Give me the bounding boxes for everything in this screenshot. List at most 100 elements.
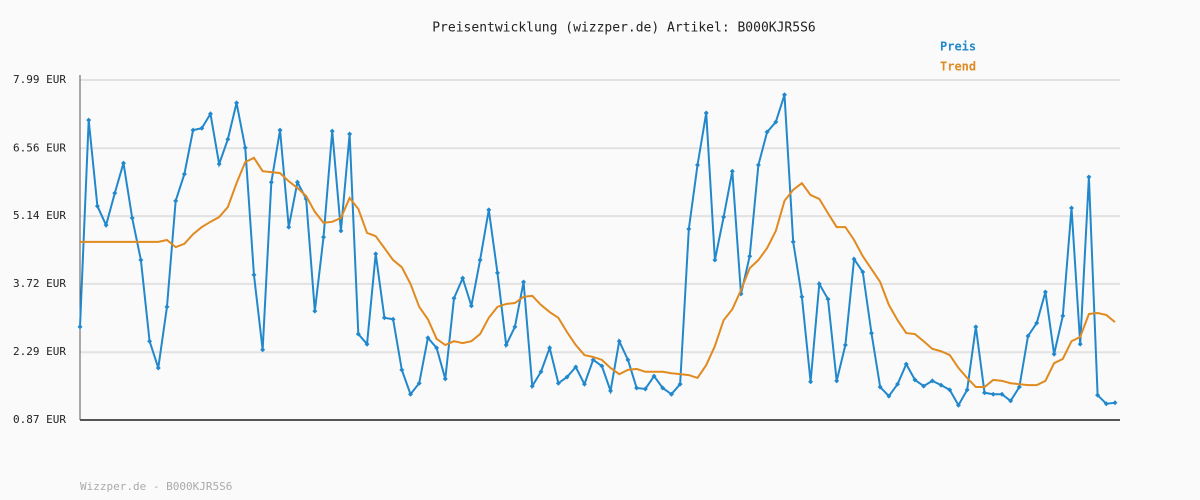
- point-marker: [695, 162, 701, 168]
- point-marker: [895, 381, 901, 387]
- y-tick-label: 5.14 EUR: [13, 209, 66, 222]
- point-marker: [616, 338, 622, 344]
- point-marker: [1077, 341, 1083, 347]
- point-marker: [216, 161, 222, 167]
- point-marker: [808, 379, 814, 385]
- point-marker: [312, 308, 318, 314]
- point-marker: [86, 117, 92, 123]
- point-marker: [642, 386, 648, 392]
- point-marker: [329, 128, 335, 134]
- point-marker: [608, 388, 614, 394]
- point-marker: [390, 316, 396, 322]
- point-marker: [494, 270, 500, 276]
- point-marker: [260, 347, 266, 353]
- point-marker: [921, 383, 927, 389]
- point-marker: [547, 345, 553, 351]
- legend-entry: Trend: [940, 60, 976, 74]
- point-marker: [529, 383, 535, 389]
- point-marker: [755, 162, 761, 168]
- y-tick-label: 7.99 EUR: [13, 73, 66, 86]
- y-tick-label: 6.56 EUR: [13, 141, 66, 154]
- point-marker: [947, 387, 953, 393]
- point-marker: [503, 342, 509, 348]
- point-marker: [155, 365, 161, 371]
- point-marker: [816, 281, 822, 287]
- series-line: [80, 156, 1116, 389]
- point-marker: [781, 92, 787, 98]
- point-marker: [147, 338, 153, 344]
- point-marker: [1069, 205, 1075, 211]
- point-marker: [938, 382, 944, 388]
- point-marker: [460, 275, 466, 281]
- point-marker: [703, 110, 709, 116]
- point-marker: [747, 253, 753, 259]
- legend-entry: Preis: [940, 40, 976, 54]
- point-marker: [973, 324, 979, 330]
- point-marker: [625, 357, 631, 363]
- point-marker: [877, 384, 883, 390]
- point-marker: [112, 190, 118, 196]
- point-marker: [790, 239, 796, 245]
- point-marker: [999, 391, 1005, 397]
- point-marker: [982, 390, 988, 396]
- y-tick-label: 2.29 EUR: [13, 345, 66, 358]
- point-marker: [564, 374, 570, 380]
- point-marker: [1086, 174, 1092, 180]
- point-marker: [242, 145, 248, 151]
- point-marker: [138, 257, 144, 263]
- point-marker: [164, 304, 170, 310]
- point-marker: [1060, 313, 1066, 319]
- point-marker: [225, 136, 231, 142]
- point-marker: [425, 335, 431, 341]
- point-marker: [538, 369, 544, 375]
- point-marker: [355, 331, 361, 337]
- point-marker: [686, 226, 692, 232]
- point-marker: [773, 119, 779, 125]
- point-marker: [955, 402, 961, 408]
- point-marker: [442, 376, 448, 382]
- point-marker: [190, 127, 196, 133]
- point-marker: [77, 324, 83, 330]
- point-marker: [651, 373, 657, 379]
- point-marker: [825, 296, 831, 302]
- point-marker: [851, 256, 857, 262]
- point-marker: [294, 179, 300, 185]
- point-marker: [477, 257, 483, 263]
- point-marker: [1103, 401, 1109, 407]
- point-marker: [1025, 333, 1031, 339]
- point-marker: [103, 222, 109, 228]
- point-marker: [338, 228, 344, 234]
- point-marker: [912, 377, 918, 383]
- point-marker: [181, 171, 187, 177]
- point-marker: [799, 294, 805, 300]
- point-marker: [868, 330, 874, 336]
- point-marker: [677, 381, 683, 387]
- point-marker: [834, 378, 840, 384]
- point-marker: [512, 324, 518, 330]
- point-marker: [634, 385, 640, 391]
- point-marker: [381, 315, 387, 321]
- point-marker: [573, 364, 579, 370]
- point-marker: [668, 391, 674, 397]
- point-marker: [581, 381, 587, 387]
- point-marker: [129, 215, 135, 221]
- point-marker: [842, 342, 848, 348]
- point-marker: [929, 378, 935, 384]
- point-marker: [590, 357, 596, 363]
- point-marker: [712, 257, 718, 263]
- point-marker: [521, 279, 527, 285]
- point-marker: [408, 391, 414, 397]
- y-tick-label: 0.87 EUR: [13, 413, 66, 426]
- point-marker: [1112, 400, 1118, 406]
- point-marker: [399, 367, 405, 373]
- point-marker: [660, 385, 666, 391]
- point-marker: [964, 387, 970, 393]
- point-marker: [1042, 289, 1048, 295]
- point-marker: [990, 391, 996, 397]
- point-marker: [764, 129, 770, 135]
- point-marker: [434, 345, 440, 351]
- point-marker: [1008, 398, 1014, 404]
- y-tick-label: 3.72 EUR: [13, 277, 66, 290]
